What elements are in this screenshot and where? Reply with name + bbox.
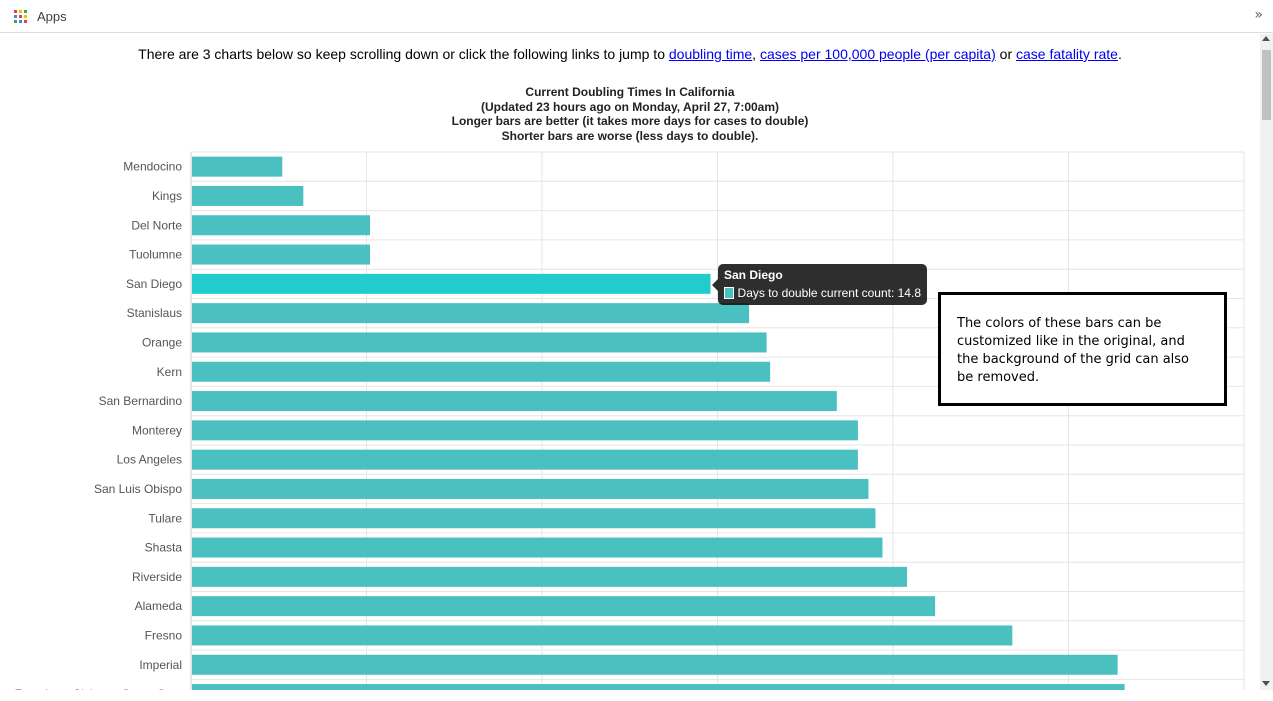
intro-after: . xyxy=(1117,46,1122,62)
y-tick-label: Alameda xyxy=(135,599,183,613)
doubling-time-link[interactable]: doubling time xyxy=(668,46,753,62)
y-tick-label: San Diego xyxy=(126,277,182,291)
bar-san-luis-obispo[interactable] xyxy=(192,478,869,499)
y-tick-label: San Bernardino xyxy=(99,394,183,408)
bar-san-diego[interactable] xyxy=(192,273,711,294)
bar-shasta[interactable] xyxy=(192,537,883,558)
bookmarks-overflow-icon[interactable]: » xyxy=(1254,7,1263,23)
bar-los-angeles[interactable] xyxy=(192,449,858,470)
apps-label: Apps xyxy=(37,8,67,24)
intro-before: There are 3 charts below so keep scrolli… xyxy=(138,46,669,62)
y-tick-label: Mendocino xyxy=(123,160,182,174)
tooltip-swatch xyxy=(724,287,734,299)
intro-sep-1: , xyxy=(752,46,760,62)
y-tick-label: Kern xyxy=(157,365,182,379)
y-tick-label: Monterey xyxy=(132,423,182,437)
chart-note-line: Longer bars are better (it takes more da… xyxy=(451,114,809,128)
chart-title: Current Doubling Times In California (Up… xyxy=(0,85,1260,143)
annotation-text: The colors of these bars can be customiz… xyxy=(957,316,1190,385)
bookmarks-bar: Apps » xyxy=(0,0,1273,33)
chart-note-line: Shorter bars are worse (less days to dou… xyxy=(501,128,759,143)
y-tick-label: San Francisco, Siskyou, Santa Cruz xyxy=(0,687,182,690)
bar-monterey[interactable] xyxy=(192,420,858,441)
bar-fresno[interactable] xyxy=(192,625,1013,646)
tooltip-label: Days to double current count: 14.8 xyxy=(737,286,921,300)
y-tick-label: Riverside xyxy=(132,570,182,584)
bar-kern[interactable] xyxy=(192,361,771,382)
bar-tulare[interactable] xyxy=(192,508,876,529)
bar-san-bernardino[interactable] xyxy=(192,391,837,412)
y-tick-label: Imperial xyxy=(139,658,182,672)
tooltip-title: San Diego xyxy=(724,268,783,282)
bar-del-norte[interactable] xyxy=(192,215,371,236)
y-tick-label: San Luis Obispo xyxy=(94,482,182,496)
scroll-up-arrow-icon[interactable] xyxy=(1262,36,1270,41)
y-tick-label: Los Angeles xyxy=(117,453,182,467)
apps-button[interactable]: Apps xyxy=(14,7,67,25)
vertical-scrollbar[interactable] xyxy=(1260,34,1273,690)
y-tick-label: Shasta xyxy=(145,541,183,555)
y-tick-label: Kings xyxy=(152,189,182,203)
apps-grid-icon xyxy=(14,9,27,23)
bar-san-francisco-siskyou-santa-cruz[interactable] xyxy=(192,684,1125,690)
bar-stanislaus[interactable] xyxy=(192,303,750,324)
doubling-times-chart: Mendocino Kings Del Norte Tuolumne San Diego… xyxy=(0,151,1245,690)
per-capita-link[interactable]: cases per 100,000 people (per capita) xyxy=(759,46,996,62)
fatality-rate-link[interactable]: case fatality rate xyxy=(1016,46,1118,62)
y-tick-label: Orange xyxy=(142,335,182,349)
y-tick-label: Tuolumne xyxy=(129,248,182,262)
annotation-box: The colors of these bars can be customiz… xyxy=(938,292,1227,406)
y-tick-label: Fresno xyxy=(145,628,183,642)
bar-alameda[interactable] xyxy=(192,596,936,617)
bar-riverside[interactable] xyxy=(192,566,908,587)
scroll-down-arrow-icon[interactable] xyxy=(1262,681,1270,686)
bar-kings[interactable] xyxy=(192,185,304,206)
chart-subtitle-line: (Updated 23 hours ago on Monday, April 2… xyxy=(480,99,780,114)
intro-sep-2: or xyxy=(995,46,1016,62)
scroll-thumb[interactable] xyxy=(1262,50,1271,120)
chart-title-line: Current Doubling Times In California xyxy=(525,85,735,99)
y-tick-label: Stanislaus xyxy=(127,306,182,320)
chart-tooltip: San Diego Days to double current count: … xyxy=(712,264,927,305)
y-tick-label: Del Norte xyxy=(131,218,182,232)
bar-mendocino[interactable] xyxy=(192,156,283,177)
intro-text: There are 3 charts below so keep scrolli… xyxy=(0,46,1260,62)
bar-imperial[interactable] xyxy=(192,654,1118,675)
bar-orange[interactable] xyxy=(192,332,767,353)
y-tick-label: Tulare xyxy=(148,511,182,525)
bar-tuolumne[interactable] xyxy=(192,244,371,265)
